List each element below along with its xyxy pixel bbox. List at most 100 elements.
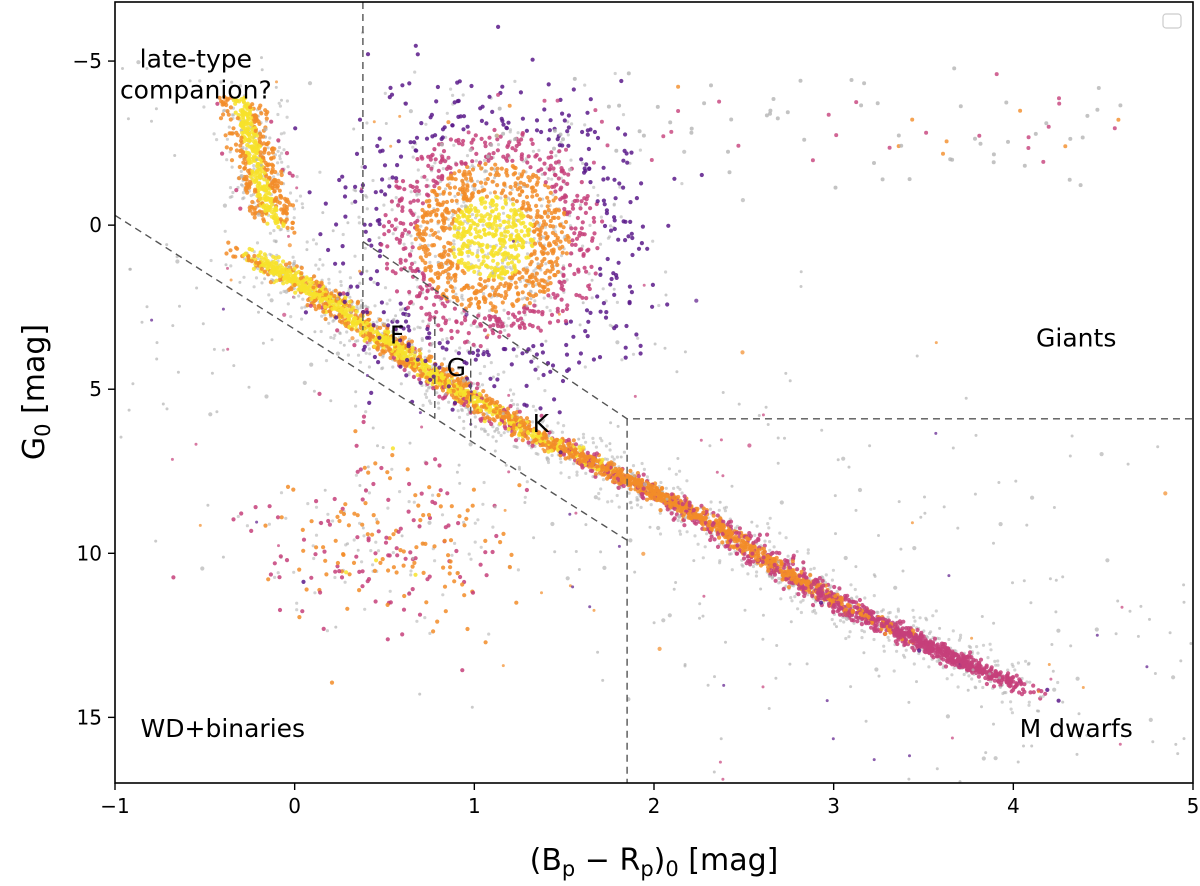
- star-point: [649, 503, 653, 507]
- star-point: [712, 537, 717, 542]
- star-point: [484, 393, 489, 398]
- star-point: [638, 148, 643, 152]
- star-point: [417, 377, 422, 382]
- star-point: [915, 627, 920, 633]
- star-point: [922, 657, 926, 661]
- star-point: [894, 615, 898, 619]
- star-point: [510, 197, 516, 202]
- star-point: [770, 576, 774, 580]
- star-point: [399, 382, 403, 386]
- star-point: [460, 295, 464, 300]
- star-point: [988, 642, 992, 646]
- star-point: [353, 254, 357, 258]
- star-point: [496, 143, 501, 147]
- star-point: [534, 271, 540, 276]
- star-point: [622, 450, 627, 454]
- star-point: [494, 406, 499, 411]
- star-point: [354, 321, 359, 326]
- star-point: [343, 309, 348, 314]
- star-point: [678, 469, 682, 473]
- star-point: [728, 524, 734, 529]
- star-point: [343, 295, 348, 300]
- star-point: [683, 498, 688, 503]
- star-point: [882, 649, 886, 653]
- star-point: [772, 562, 777, 568]
- star-point: [485, 412, 489, 416]
- star-point: [445, 337, 449, 341]
- star-point: [896, 630, 901, 635]
- star-point: [270, 265, 275, 270]
- star-point: [475, 399, 480, 404]
- star-point: [299, 265, 304, 270]
- star-point: [838, 619, 843, 623]
- star-point: [871, 610, 876, 615]
- star-point: [287, 261, 292, 266]
- star-point: [839, 601, 844, 606]
- star-point: [669, 492, 675, 497]
- star-point: [506, 120, 511, 125]
- star-point: [354, 309, 359, 314]
- star-point: [1013, 684, 1018, 689]
- star-point: [367, 317, 372, 322]
- star-point: [390, 208, 394, 212]
- star-point: [286, 302, 290, 306]
- star-point: [855, 595, 859, 599]
- star-point: [409, 261, 415, 266]
- star-point: [911, 608, 915, 612]
- star-point: [403, 101, 408, 106]
- star-point: [474, 386, 480, 391]
- star-point: [536, 377, 541, 381]
- star-point: [387, 177, 391, 181]
- star-point: [691, 512, 696, 517]
- star-point: [663, 501, 668, 506]
- star-point: [793, 595, 797, 599]
- star-point: [741, 556, 747, 561]
- star-point: [1005, 678, 1011, 683]
- star-point: [807, 589, 812, 594]
- star-point: [671, 517, 676, 522]
- star-point: [453, 372, 458, 377]
- star-point: [685, 530, 689, 534]
- star-point: [967, 660, 972, 665]
- star-point: [1013, 668, 1017, 672]
- star-point: [538, 439, 543, 444]
- star-point: [302, 288, 307, 293]
- star-point: [709, 500, 713, 504]
- star-point: [881, 608, 885, 612]
- star-point: [537, 148, 541, 152]
- star-point: [778, 531, 782, 535]
- star-point: [925, 618, 929, 622]
- star-point: [345, 330, 349, 334]
- star-point: [973, 685, 977, 689]
- star-point: [777, 581, 781, 585]
- star-point: [371, 178, 375, 183]
- star-point: [604, 444, 609, 448]
- star-point: [672, 502, 677, 508]
- star-point: [669, 511, 674, 516]
- star-point: [562, 424, 566, 428]
- star-point: [312, 274, 317, 279]
- star-point: [566, 437, 571, 442]
- star-point: [520, 438, 525, 443]
- star-point: [618, 469, 624, 474]
- star-point: [447, 226, 452, 231]
- star-point: [765, 560, 770, 565]
- star-point: [419, 224, 423, 228]
- star-point: [602, 472, 607, 477]
- star-point: [1010, 675, 1016, 680]
- star-point: [539, 129, 544, 135]
- star-point: [298, 287, 303, 292]
- star-point: [501, 211, 506, 215]
- star-point: [913, 632, 919, 638]
- star-point: [445, 340, 450, 345]
- star-point: [766, 522, 770, 526]
- star-point: [658, 508, 663, 513]
- star-point: [519, 229, 524, 234]
- star-point: [242, 275, 246, 279]
- star-point: [812, 608, 817, 613]
- star-point: [531, 420, 535, 424]
- star-point: [420, 358, 425, 363]
- star-point: [421, 403, 425, 407]
- star-point: [558, 453, 563, 458]
- star-point: [608, 448, 612, 452]
